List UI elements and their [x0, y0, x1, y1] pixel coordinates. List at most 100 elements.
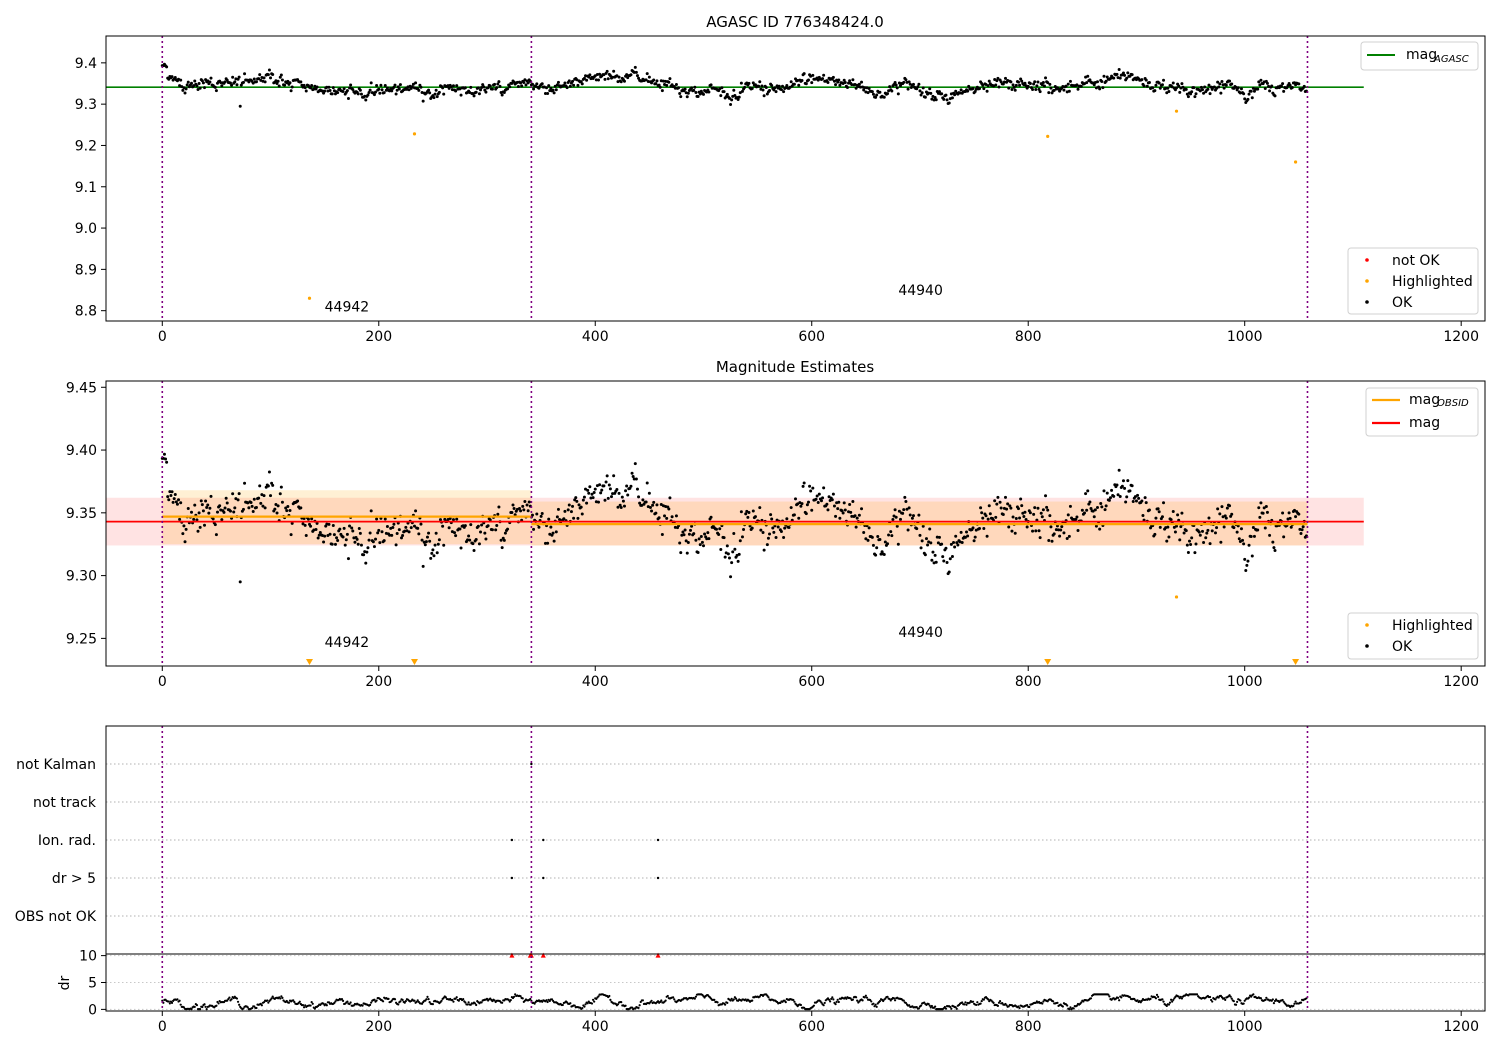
panel2-xtick-label: 1000	[1227, 674, 1263, 690]
ok-point	[593, 487, 597, 491]
dr-point	[1028, 1005, 1031, 1009]
ok-point	[982, 87, 986, 91]
ok-point	[433, 92, 437, 96]
ok-point	[1142, 84, 1146, 88]
ok-point	[673, 86, 677, 90]
ok-point	[400, 536, 403, 540]
ok-point	[906, 87, 910, 91]
ok-point	[597, 78, 600, 82]
ok-point	[768, 88, 772, 92]
ok-point	[687, 532, 691, 536]
ok-point	[364, 561, 368, 565]
ok-point	[746, 515, 750, 519]
ok-point	[356, 542, 360, 546]
dr-point	[311, 1002, 314, 1005]
ok-point	[301, 522, 305, 526]
ok-point	[296, 499, 300, 503]
ok-point	[183, 540, 187, 544]
ok-point	[966, 89, 970, 93]
ok-point	[1186, 95, 1190, 99]
ok-point	[1003, 495, 1007, 499]
dr-point	[1180, 997, 1184, 1000]
ok-point	[428, 539, 432, 543]
ok-point	[906, 528, 910, 532]
ok-point	[455, 84, 459, 88]
ok-point	[834, 514, 838, 518]
ok-point	[1164, 86, 1168, 90]
ok-point	[223, 506, 227, 510]
ok-point	[701, 92, 705, 96]
ok-point	[982, 527, 986, 531]
ok-point	[729, 103, 733, 107]
ok-point	[325, 85, 329, 89]
dr-point	[1265, 996, 1268, 999]
ok-point	[907, 80, 911, 84]
ok-point	[971, 86, 975, 90]
ok-point	[1006, 502, 1010, 506]
ok-point	[351, 529, 355, 533]
ok-point	[996, 76, 1000, 80]
dr-point	[964, 1001, 967, 1004]
ok-point	[257, 496, 261, 500]
ok-point	[423, 543, 427, 547]
ok-point	[178, 517, 182, 521]
dr-point	[673, 998, 676, 1001]
ok-point	[380, 88, 384, 92]
ok-point	[309, 524, 313, 528]
ok-point	[167, 498, 171, 502]
ok-point	[837, 78, 841, 82]
dr-point	[934, 1005, 937, 1008]
ok-point	[1059, 528, 1063, 532]
ok-point	[236, 498, 240, 502]
ok-point	[482, 85, 486, 89]
ok-point	[1186, 551, 1190, 555]
dr-point	[334, 1000, 337, 1003]
ok-point	[1166, 86, 1170, 90]
ok-point	[1014, 83, 1018, 87]
ok-point	[748, 524, 752, 528]
ok-point	[192, 517, 196, 521]
legend-label: Highlighted	[1392, 274, 1473, 290]
ok-point	[516, 84, 520, 88]
ok-point	[744, 512, 748, 516]
ok-point	[459, 546, 463, 550]
ok-point	[993, 499, 997, 503]
ok-point	[726, 552, 730, 556]
ok-point	[417, 532, 421, 536]
ok-point	[1193, 95, 1197, 99]
ok-point	[1023, 81, 1027, 85]
ok-point	[488, 84, 492, 88]
ok-point	[911, 82, 915, 86]
ok-point	[709, 83, 713, 87]
dr-point	[831, 996, 834, 999]
ok-point	[359, 543, 363, 547]
ok-point	[484, 537, 488, 541]
flag-row-label: OBS not OK	[15, 909, 97, 925]
ok-point	[458, 527, 462, 531]
ok-point	[706, 531, 710, 535]
dr-point	[832, 998, 835, 1001]
ok-point	[619, 80, 623, 84]
ok-point	[1124, 500, 1128, 504]
highlighted-point	[1174, 595, 1179, 599]
ok-point	[1236, 86, 1240, 90]
ok-point	[996, 495, 1000, 499]
ok-point	[1272, 546, 1276, 550]
dr-point	[591, 998, 595, 1001]
ok-point	[211, 517, 215, 521]
ok-point	[1037, 529, 1041, 533]
ok-point	[696, 550, 700, 554]
dr-point	[375, 999, 378, 1002]
dr-point	[864, 994, 867, 997]
ok-point	[437, 90, 441, 94]
ok-point	[322, 540, 326, 544]
ok-point	[901, 511, 905, 515]
dr-point	[266, 999, 269, 1002]
ok-point	[963, 535, 967, 539]
ok-point	[382, 539, 386, 543]
ok-point	[385, 86, 389, 90]
ok-point	[944, 546, 948, 550]
ok-point	[896, 92, 900, 96]
ok-point	[556, 80, 560, 84]
dr-point	[845, 997, 848, 1000]
